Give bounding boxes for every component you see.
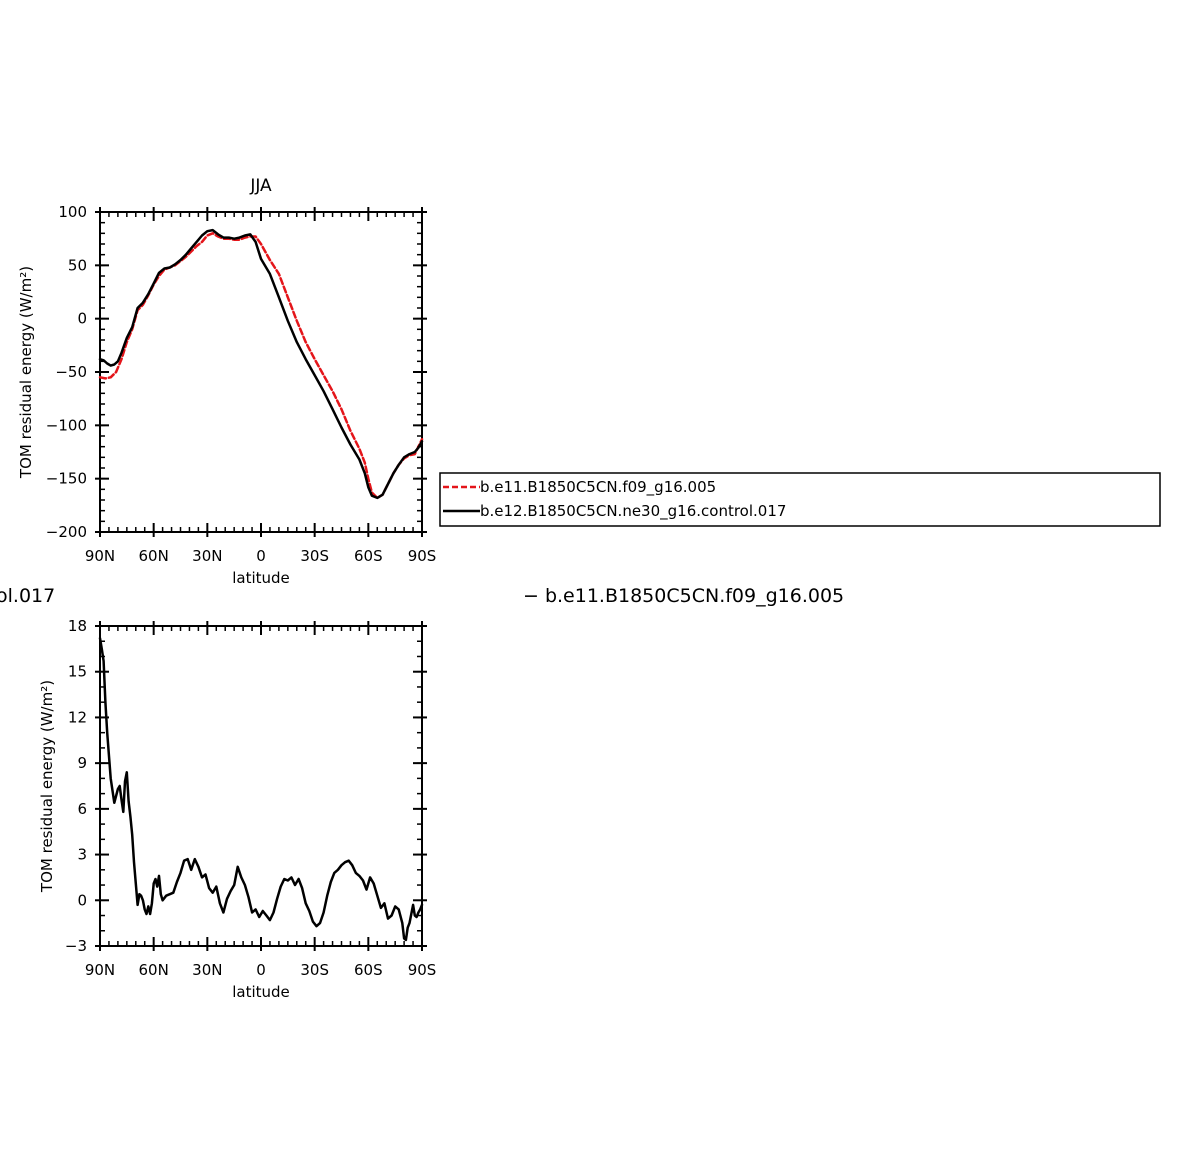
top-x-tick-label: 30N [192,547,222,565]
bottom-y-tick-labels: 18 15 12 9 6 3 0 −3 [65,617,87,955]
top-y-tick-label: 0 [77,310,87,328]
top-y-tick-labels: 100 50 0 −50 −100 −150 −200 [46,203,87,541]
bottom-x-tick-label: 90S [408,961,437,979]
bottom-y-tick-label: 0 [77,891,87,909]
top-series-line-2 [98,228,424,500]
top-y-axis-label: TOM residual energy (W/m²) [17,266,35,479]
legend-label-series-1: b.e11.B1850C5CN.f09_g16.005 [480,478,716,497]
bottom-partial-title-left: ol.017 [0,585,55,607]
top-series-line-1 [98,232,424,500]
bottom-x-tick-label: 30N [192,961,222,979]
bottom-x-axis-label: latitude [232,983,290,1001]
bottom-y-tick-label: 12 [68,708,87,726]
top-x-tick-label: 60S [354,547,383,565]
bottom-x-tick-label: 90N [85,961,115,979]
bottom-y-tick-label: 15 [68,663,87,681]
bottom-x-tick-label: 0 [256,961,266,979]
top-y-tick-label: −200 [46,523,87,541]
bottom-x-tick-label: 60N [139,961,169,979]
bottom-y-tick-label: 18 [68,617,87,635]
bottom-y-tick-label: 9 [77,754,87,772]
bottom-y-tick-label: −3 [65,937,87,955]
top-x-tick-labels: 90N 60N 30N 0 30S 60S 90S [85,547,436,565]
top-x-tick-label: 30S [300,547,329,565]
top-series-group [98,228,424,500]
legend-box [439,472,1161,527]
top-x-tick-label: 90N [85,547,115,565]
bottom-partial-title-right: − b.e11.B1850C5CN.f09_g16.005 [523,585,844,607]
bottom-y-tick-label: 6 [77,800,87,818]
top-y-tick-label: 50 [68,256,87,274]
bottom-x-tick-label: 60S [354,961,383,979]
bottom-tick-marks [95,621,427,951]
bottom-series-group [98,636,424,942]
top-x-tick-label: 90S [408,547,437,565]
top-y-tick-label: −50 [55,363,87,381]
top-x-axis-label: latitude [232,569,290,587]
top-x-tick-label: 60N [139,547,169,565]
top-panel: JJA 90N 60N 30N 0 30S 60S 90S 100 50 0 −50 −100 −15… [17,176,436,587]
bottom-x-tick-label: 30S [300,961,329,979]
top-chart-title: JJA [249,176,272,196]
top-y-tick-label: −100 [46,416,87,434]
legend: b.e11.B1850C5CN.f09_g16.005 b.e12.B1850C… [439,472,1161,527]
bottom-plot-frame [99,625,423,947]
top-y-tick-label: 100 [58,203,87,221]
top-y-tick-label: −150 [46,470,87,488]
top-tick-marks [95,207,427,537]
bottom-y-tick-label: 3 [77,846,87,864]
bottom-series-line-1 [98,636,424,942]
bottom-x-tick-labels: 90N 60N 30N 0 30S 60S 90S [85,961,436,979]
legend-label-series-2: b.e12.B1850C5CN.ne30_g16.control.017 [480,502,786,521]
top-x-tick-label: 0 [256,547,266,565]
bottom-y-axis-label: TOM residual energy (W/m²) [38,680,56,893]
bottom-panel: ol.017 − b.e11.B1850C5CN.f09_g16.005 90N… [0,585,844,1001]
